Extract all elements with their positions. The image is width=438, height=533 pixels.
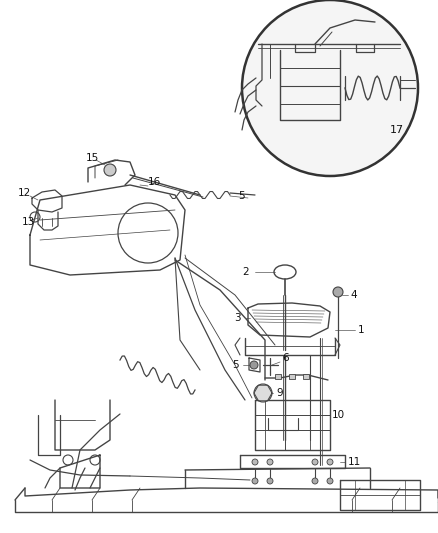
Text: 5: 5 [238, 191, 245, 201]
Circle shape [327, 478, 333, 484]
Circle shape [267, 459, 273, 465]
Text: 11: 11 [348, 457, 361, 467]
Text: 10: 10 [332, 410, 345, 420]
Text: 3: 3 [234, 313, 240, 323]
Circle shape [252, 478, 258, 484]
Circle shape [250, 361, 258, 369]
Circle shape [242, 0, 418, 176]
Text: 17: 17 [390, 125, 404, 135]
Text: 16: 16 [148, 177, 161, 187]
Text: 13: 13 [22, 217, 35, 227]
Text: 6: 6 [282, 353, 289, 363]
Circle shape [333, 287, 343, 297]
Circle shape [104, 164, 116, 176]
Bar [303, 374, 309, 379]
Circle shape [254, 384, 272, 402]
Circle shape [327, 459, 333, 465]
Text: 15: 15 [86, 153, 99, 163]
Circle shape [267, 478, 273, 484]
Text: 9: 9 [276, 388, 283, 398]
Text: 12: 12 [18, 188, 31, 198]
Bar [275, 374, 281, 379]
Text: 5: 5 [232, 360, 239, 370]
Circle shape [312, 459, 318, 465]
Bar [289, 374, 295, 379]
Text: 2: 2 [242, 267, 249, 277]
Text: 1: 1 [358, 325, 364, 335]
Circle shape [312, 478, 318, 484]
Text: 4: 4 [350, 290, 357, 300]
Circle shape [252, 459, 258, 465]
